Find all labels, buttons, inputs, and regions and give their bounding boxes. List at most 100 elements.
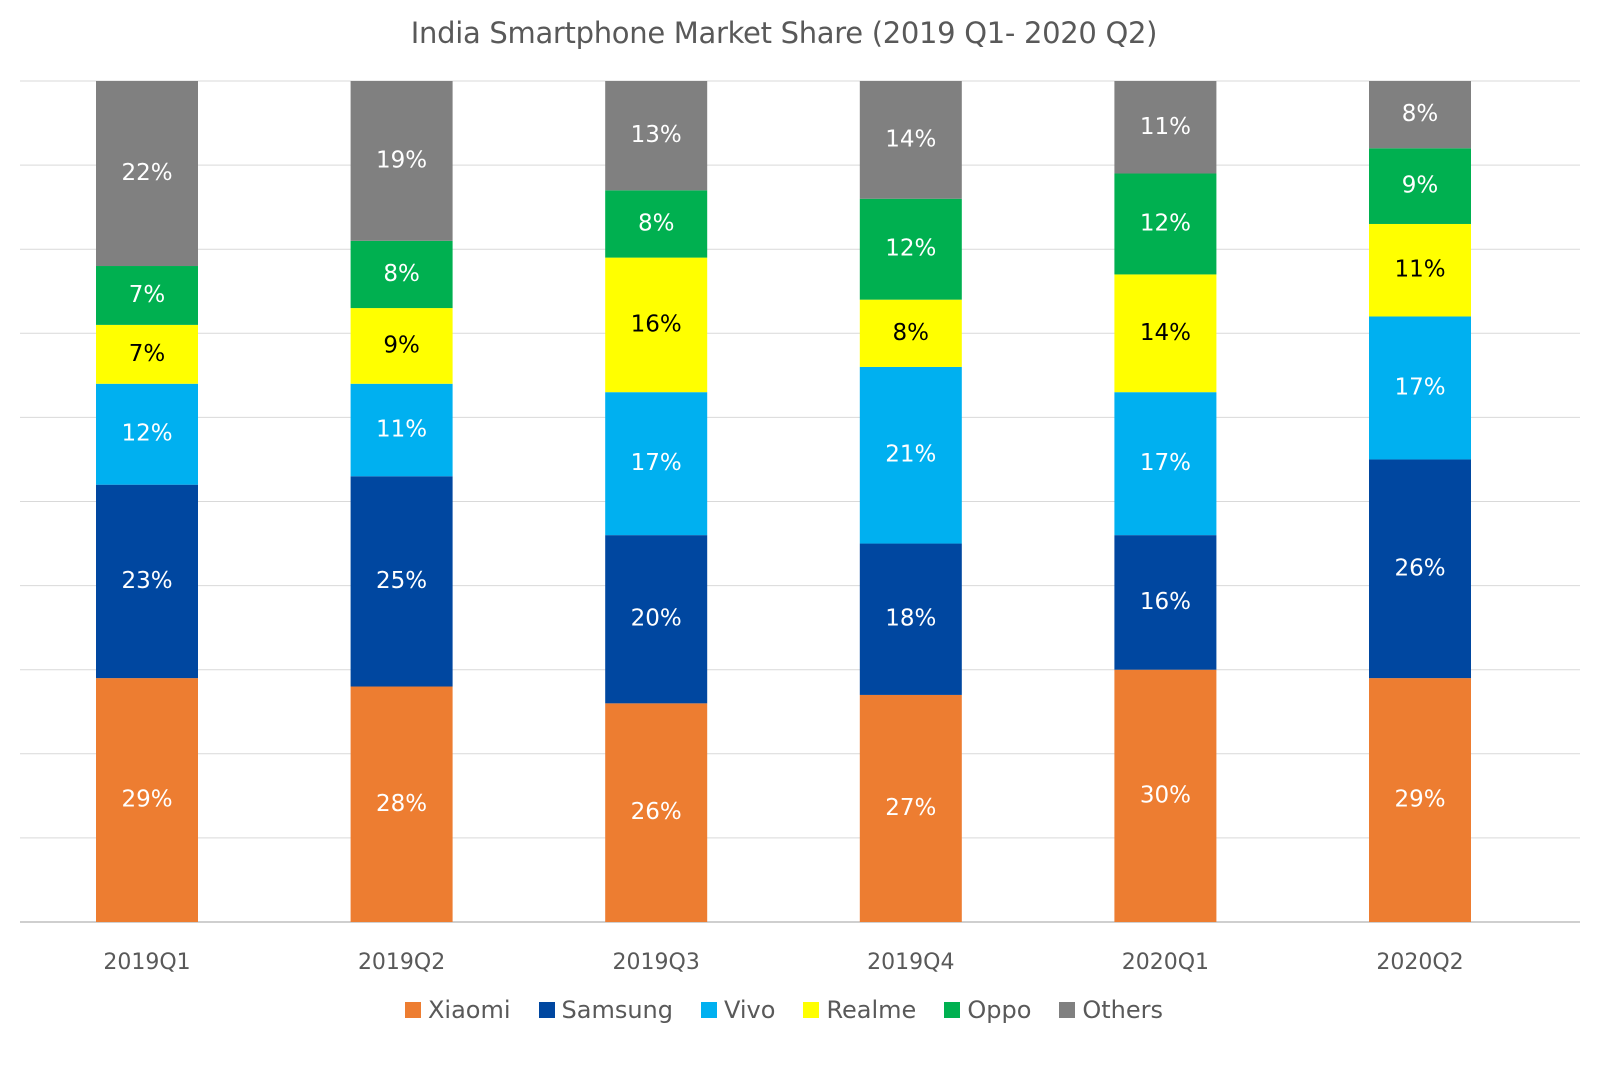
bar-segment-vivo-2019Q3 (605, 392, 708, 536)
bar-segment-others-2020Q1 (1114, 81, 1217, 174)
data-label-samsung-2019Q1: 23% (121, 568, 172, 594)
gridlines (20, 80, 1580, 923)
data-label-xiaomi-2019Q2: 28% (376, 791, 427, 817)
data-label-others-2020Q1: 11% (1140, 114, 1191, 140)
x-tick-label: 2019Q3 (613, 950, 700, 975)
bar-segment-xiaomi-2019Q3 (605, 703, 708, 922)
bar-segment-realme-2019Q1 (96, 324, 198, 384)
data-label-realme-2019Q3: 16% (631, 311, 682, 337)
x-tick-label: 2019Q2 (358, 950, 445, 975)
x-tick-label: 2020Q1 (1122, 950, 1209, 975)
data-label-xiaomi-2019Q4: 27% (885, 795, 936, 821)
data-label-xiaomi-2020Q1: 30% (1140, 782, 1191, 808)
category-labels: 2019Q1 2019Q2 2019Q3 2019Q4 2020Q1 2020Q2 (103, 950, 1463, 975)
legend-label: Others (1082, 996, 1164, 1024)
bar-segment-others-2019Q4 (859, 81, 962, 199)
data-label-vivo-2019Q2: 11% (376, 417, 427, 443)
data-label-realme-2020Q1: 14% (1140, 320, 1191, 346)
bar-stack-2019Q1: 29% 23% 12% 7% 7% 22% (96, 81, 198, 922)
legend-swatch (803, 1002, 820, 1018)
legend-swatch (1059, 1002, 1076, 1018)
data-label-others-2019Q4: 14% (885, 126, 936, 152)
bar-segment-xiaomi-2019Q2 (350, 686, 453, 922)
bar-segment-realme-2019Q2 (350, 308, 453, 384)
data-label-xiaomi-2019Q3: 26% (631, 799, 682, 825)
legend: Xiaomi Samsung Vivo Realme Oppo Others (0, 996, 1568, 1024)
data-label-vivo-2020Q1: 17% (1140, 450, 1191, 476)
bar-segment-vivo-2019Q4 (859, 366, 962, 544)
data-label-samsung-2019Q3: 20% (631, 606, 682, 632)
x-tick-label: 2019Q4 (867, 950, 954, 975)
bar-segment-others-2019Q3 (605, 81, 708, 191)
data-label-vivo-2019Q3: 17% (631, 450, 682, 476)
data-label-oppo-2019Q1: 7% (129, 282, 166, 308)
data-label-others-2020Q2: 8% (1402, 101, 1439, 127)
legend-label: Vivo (723, 996, 776, 1024)
legend-item-others: Others (1059, 996, 1163, 1024)
bar-segment-others-2019Q1 (96, 81, 198, 267)
bar-segment-vivo-2020Q1 (1114, 392, 1217, 536)
data-label-vivo-2019Q4: 21% (885, 442, 936, 468)
bar-segment-oppo-2019Q3 (605, 190, 708, 258)
bar-segment-others-2019Q2 (350, 81, 453, 241)
bar-segment-xiaomi-2019Q1 (96, 678, 198, 922)
data-label-oppo-2020Q2: 9% (1402, 173, 1439, 199)
legend-swatch (944, 1002, 961, 1018)
bar-segment-samsung-2020Q2 (1369, 459, 1471, 679)
data-label-realme-2019Q4: 8% (893, 320, 930, 346)
x-tick-label: 2019Q1 (103, 950, 190, 975)
bar-stack-2019Q3: 26% 20% 17% 16% 8% 13% (605, 81, 708, 922)
legend-swatch (538, 1002, 555, 1018)
bar-stack-2019Q4: 27% 18% 21% 8% 12% 14% (859, 81, 962, 922)
bar-segment-oppo-2019Q4 (859, 198, 962, 300)
bar-segment-xiaomi-2019Q4 (859, 694, 962, 922)
legend-label: Samsung (561, 996, 673, 1024)
data-label-oppo-2020Q1: 12% (1140, 210, 1191, 236)
data-label-samsung-2019Q2: 25% (376, 568, 427, 594)
bar-segment-oppo-2020Q1 (1114, 173, 1217, 275)
data-label-oppo-2019Q4: 12% (885, 236, 936, 262)
bar-segment-realme-2019Q3 (605, 257, 708, 393)
bar-segment-realme-2020Q1 (1114, 274, 1217, 393)
data-label-xiaomi-2020Q2: 29% (1394, 787, 1445, 813)
data-label-others-2019Q3: 13% (631, 122, 682, 148)
data-label-vivo-2020Q2: 17% (1394, 374, 1445, 400)
data-label-realme-2020Q2: 11% (1394, 257, 1445, 283)
bar-segment-oppo-2019Q2 (350, 240, 453, 309)
bar-stack-2020Q2: 29% 26% 17% 11% 9% 8% (1369, 81, 1471, 922)
data-label-xiaomi-2019Q1: 29% (121, 787, 172, 813)
data-label-samsung-2020Q2: 26% (1394, 555, 1445, 581)
bar-segment-xiaomi-2020Q2 (1369, 678, 1471, 922)
bar-segment-samsung-2020Q1 (1114, 535, 1217, 670)
bar-segment-others-2020Q2 (1369, 81, 1471, 149)
bar-segment-xiaomi-2020Q1 (1114, 669, 1217, 922)
bar-segment-samsung-2019Q4 (859, 543, 962, 695)
data-label-others-2019Q2: 19% (376, 147, 427, 173)
legend-item-realme: Realme (803, 996, 916, 1024)
x-tick-label: 2020Q2 (1376, 950, 1463, 975)
bar-segment-realme-2020Q2 (1369, 223, 1471, 317)
bar-segment-vivo-2019Q1 (96, 383, 198, 485)
bar-stack-2020Q1: 30% 16% 17% 14% 12% 11% (1114, 81, 1217, 922)
legend-swatch (404, 1002, 421, 1018)
bars: 29% 23% 12% 7% 7% 22% 28% 25% 11% 9% 8% 19% 26% 20% 17… (96, 81, 1471, 922)
data-label-oppo-2019Q3: 8% (638, 210, 675, 236)
bar-segment-oppo-2019Q1 (96, 266, 198, 325)
bar-segment-vivo-2019Q2 (350, 383, 453, 477)
bar-segment-vivo-2020Q2 (1369, 316, 1471, 460)
bar-segment-realme-2019Q4 (859, 299, 962, 367)
data-label-vivo-2019Q1: 12% (121, 421, 172, 447)
data-label-realme-2019Q1: 7% (129, 341, 166, 367)
legend-item-xiaomi: Xiaomi (404, 996, 511, 1024)
data-label-realme-2019Q2: 9% (383, 332, 420, 358)
data-label-oppo-2019Q2: 8% (383, 261, 420, 287)
data-label-samsung-2020Q1: 16% (1140, 589, 1191, 615)
bar-segment-oppo-2020Q2 (1369, 148, 1471, 224)
legend-label: Realme (826, 996, 917, 1024)
legend-item-samsung: Samsung (538, 996, 673, 1024)
legend-item-oppo: Oppo (944, 996, 1031, 1024)
legend-label: Oppo (967, 996, 1032, 1024)
bar-segment-samsung-2019Q1 (96, 484, 198, 679)
bar-stack-2019Q2: 28% 25% 11% 9% 8% 19% (350, 81, 453, 922)
